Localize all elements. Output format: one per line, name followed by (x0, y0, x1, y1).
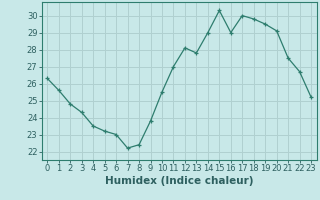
X-axis label: Humidex (Indice chaleur): Humidex (Indice chaleur) (105, 176, 253, 186)
